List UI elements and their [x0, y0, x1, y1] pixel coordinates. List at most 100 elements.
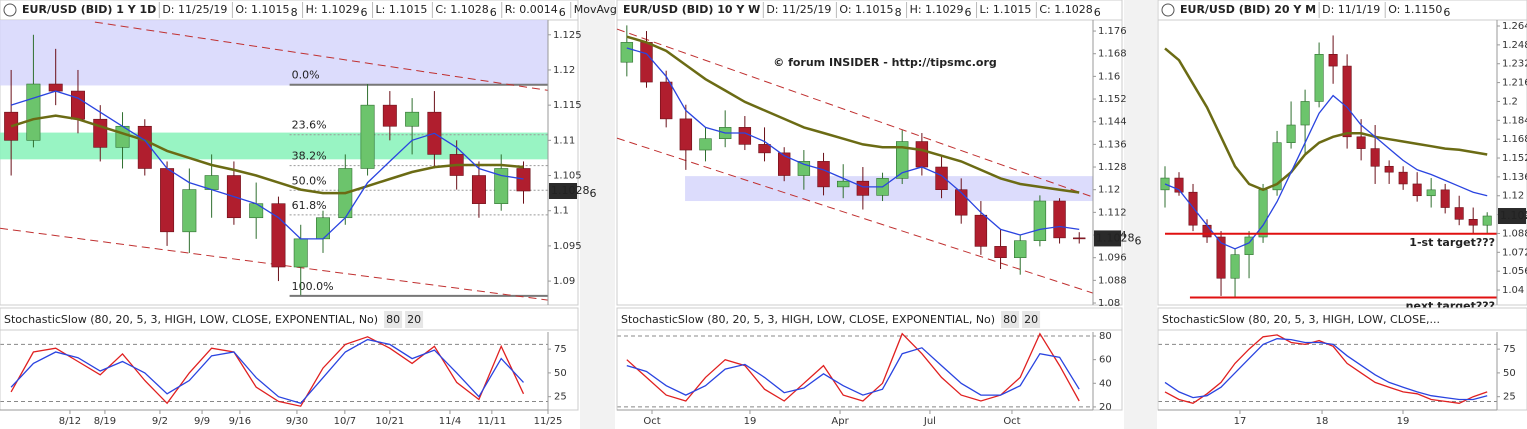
last-price-label: 1.1028: [551, 184, 590, 197]
level-box: [384, 311, 403, 328]
zone: [0, 20, 548, 86]
stochastic-line: [10, 336, 525, 407]
level-label: 20: [1024, 313, 1038, 326]
info-sub: 6: [559, 6, 566, 19]
candle-body: [974, 214, 988, 247]
level-box: [405, 311, 424, 328]
candle-body: [994, 246, 1007, 258]
y-tick-label: 75: [1503, 344, 1516, 355]
candle-body: [182, 189, 197, 233]
candle-body: [1286, 124, 1296, 143]
info-field: O: 1.1015: [235, 3, 289, 16]
y-tick-label: 1.115: [553, 100, 582, 111]
alert-icon: [3, 3, 17, 17]
candle-body: [1356, 136, 1366, 149]
candle-body: [1160, 177, 1170, 191]
y-tick-label: 1.16: [1098, 71, 1120, 82]
y-tick-label: 1.264: [1502, 21, 1527, 32]
candle-body: [1300, 101, 1310, 126]
y-tick-label: 1.152: [1098, 94, 1127, 105]
info-sub: 6: [1094, 6, 1101, 19]
info-sub: 6: [361, 6, 368, 19]
info-sub: 8: [291, 6, 298, 19]
candle-body: [955, 189, 968, 216]
y-tick-label: 1.136: [1098, 139, 1127, 150]
info-field: C: 1.1028: [1039, 3, 1092, 16]
x-tick-label: 8/19: [94, 416, 116, 427]
candle-body: [1272, 142, 1282, 191]
y-tick-label: 25: [1503, 392, 1516, 403]
fib-label: 0.0%: [292, 69, 320, 82]
y-tick-label: 1.056: [1502, 266, 1527, 277]
candle-body: [1033, 200, 1047, 241]
candle-body: [1398, 171, 1408, 185]
y-tick-label: 1.08: [1098, 298, 1120, 309]
moving-average: [10, 90, 524, 240]
candle-body: [915, 141, 929, 168]
y-tick-label: 1.12: [553, 65, 575, 76]
candle-body: [360, 104, 375, 169]
last-price-sub: 6: [1135, 234, 1142, 247]
candle-body: [640, 42, 653, 83]
x-tick-label: 10/7: [334, 416, 356, 427]
candle-body: [382, 104, 397, 127]
fib-label: 61.8%: [292, 199, 327, 212]
info-field: D: 11/25/19: [162, 3, 227, 16]
x-tick-label: Oct: [1003, 416, 1020, 427]
y-tick-label: 1.184: [1502, 115, 1527, 126]
info-field: D: 11/25/19: [766, 3, 831, 16]
y-tick-label: 1.128: [1098, 162, 1127, 173]
candle-body: [1053, 200, 1066, 239]
level-label: 80: [386, 313, 400, 326]
y-tick-label: 1.096: [1098, 253, 1127, 264]
x-tick-label: 10/21: [375, 416, 404, 427]
x-tick-label: 8/12: [59, 416, 81, 427]
info-field: O: 1.1015: [839, 3, 893, 16]
panel-title: EUR/USD (BID) 20 Y M: [1180, 3, 1316, 16]
moving-average: [10, 114, 524, 195]
last-price-box: [1094, 230, 1121, 247]
candle-body: [1342, 65, 1352, 138]
panel-title: EUR/USD (BID) 1 Y 1D: [22, 3, 156, 16]
toolbar-gap: [1124, 0, 1157, 429]
candle-body: [1202, 224, 1212, 238]
info-field: H: 1.1029: [306, 3, 360, 16]
candle-body: [471, 175, 486, 204]
candle-body: [1188, 191, 1198, 226]
candle-body: [699, 138, 712, 151]
candle-body: [1370, 148, 1380, 167]
info-sub: 6: [965, 6, 972, 19]
info-field: O: 1.1150: [1388, 3, 1442, 16]
last-price-box: [549, 183, 577, 199]
candle-body: [70, 90, 85, 120]
x-tick-label: 11/4: [439, 416, 461, 427]
x-tick-label: 9/2: [152, 416, 168, 427]
candle-body: [137, 125, 152, 169]
fib-label: 38.2%: [292, 150, 327, 163]
candle-body: [1328, 53, 1338, 67]
info-field: R: 0.0014: [505, 3, 558, 16]
info-sub: 6: [1443, 6, 1450, 19]
candle-body: [293, 238, 308, 268]
candle-body: [1440, 189, 1450, 208]
x-tick-label: 19: [744, 416, 757, 427]
x-tick-label: Apr: [831, 416, 849, 427]
y-tick-label: 20: [1099, 402, 1112, 413]
candle-body: [1468, 219, 1478, 226]
candle-body: [896, 141, 909, 179]
last-price-sub: 6: [590, 187, 597, 200]
plot-area: [1157, 19, 1527, 306]
level-label: 20: [407, 313, 421, 326]
y-tick-label: 1.04: [1502, 285, 1524, 296]
info-sub: 8: [895, 6, 902, 19]
info-field: D: 11/1/19: [1322, 3, 1380, 16]
candle-body: [620, 42, 634, 63]
candle-body: [797, 161, 811, 176]
x-tick-label: 9/30: [286, 416, 308, 427]
candle-body: [777, 152, 791, 176]
y-tick-label: 1.136: [1502, 172, 1527, 183]
candle-body: [1412, 183, 1422, 197]
zone: [685, 176, 1093, 202]
toolbar-gap: [580, 0, 615, 429]
